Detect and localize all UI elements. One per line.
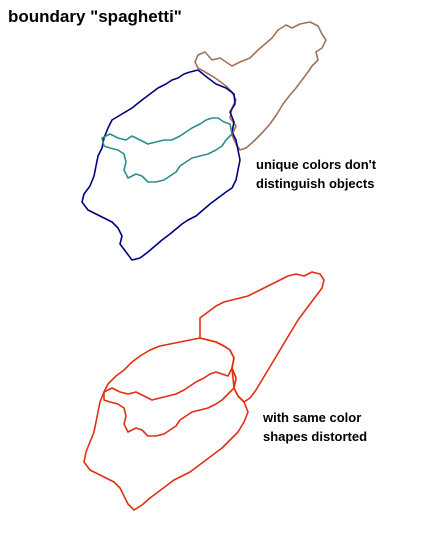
note-unique-colors-line2: distinguish objects — [256, 176, 375, 191]
red-region-east-outline — [199, 271, 325, 403]
figure-title: boundary "spaghetti" — [8, 7, 182, 26]
distinct-colors-map — [81, 21, 327, 261]
red-region-central-outline — [103, 367, 235, 437]
note-unique-colors: unique colors don't distinguish objects — [256, 155, 376, 193]
note-same-color-line1: with same color — [263, 410, 362, 425]
same-color-map — [83, 271, 325, 511]
brown-region-outline — [194, 21, 327, 151]
teal-region-outline — [101, 117, 233, 183]
navy-region-outline — [81, 69, 241, 261]
note-same-color: with same color shapes distorted — [263, 408, 367, 446]
note-same-color-line2: shapes distorted — [263, 429, 368, 444]
note-unique-colors-line1: unique colors don't — [256, 157, 377, 172]
red-region-west-outline — [83, 337, 249, 511]
